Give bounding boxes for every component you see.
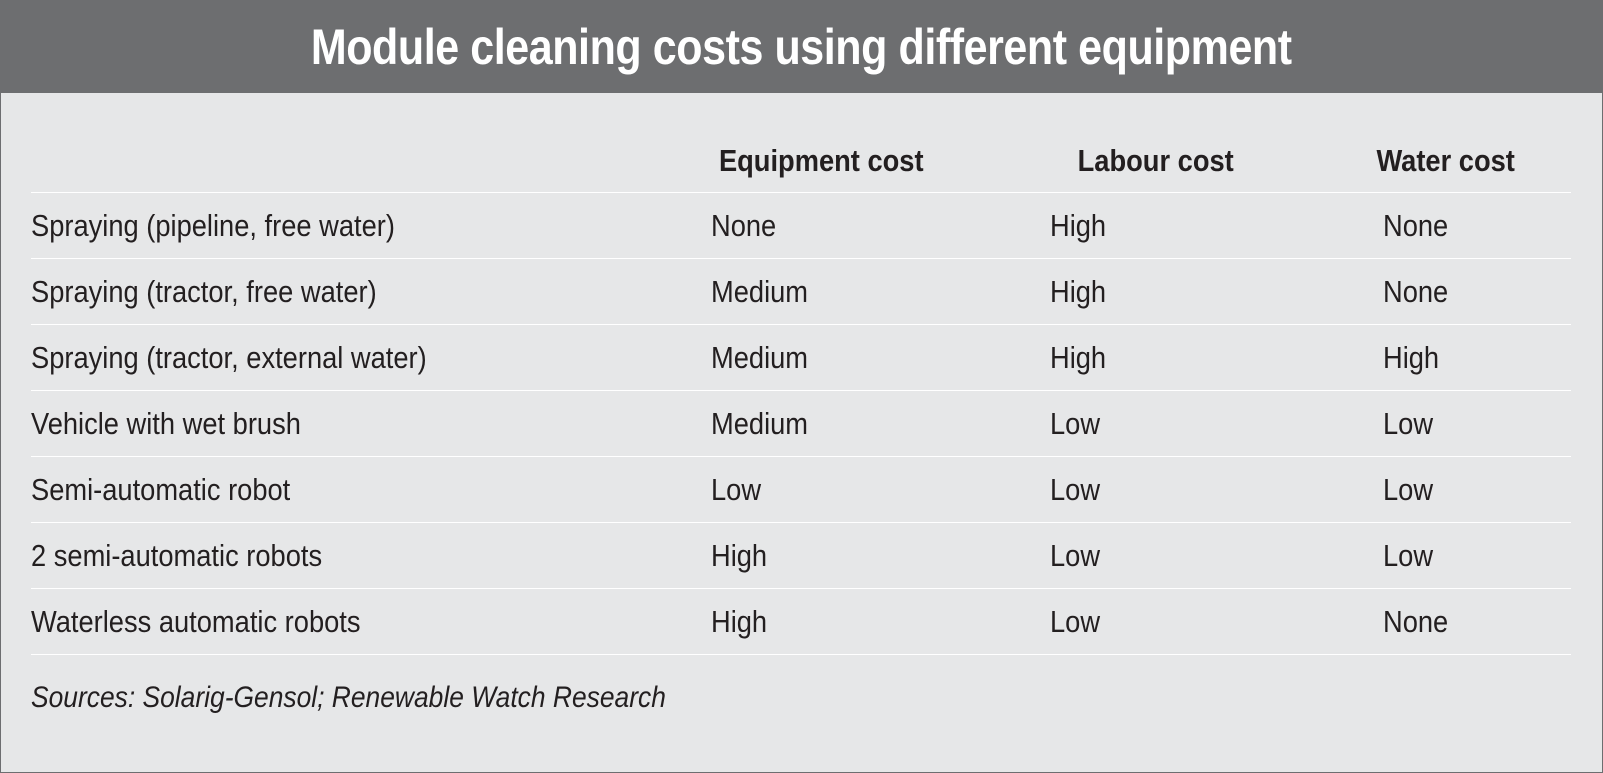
labour-cost-cell: High	[991, 258, 1321, 325]
labour-cost-cell: Low	[991, 522, 1321, 589]
equipment-cost-cell: Low	[651, 456, 991, 523]
equipment-cost-cell: High	[651, 588, 991, 655]
header-labour-cost: Labour cost	[991, 129, 1321, 193]
equipment-cost-cell: Medium	[651, 258, 991, 325]
water-cost-cell: Low	[1321, 456, 1571, 523]
header-water-cost: Water cost	[1321, 129, 1571, 193]
row-label: Vehicle with wet brush	[31, 390, 651, 457]
labour-cost-cell: Low	[991, 456, 1321, 523]
labour-cost-cell: Low	[991, 588, 1321, 655]
table-row: Semi-automatic robot Low Low Low	[31, 456, 1571, 523]
equipment-cost-cell: None	[651, 192, 991, 259]
row-label: Spraying (pipeline, free water)	[31, 192, 651, 259]
water-cost-cell: None	[1321, 258, 1571, 325]
row-label: Semi-automatic robot	[31, 456, 651, 523]
row-label: Spraying (tractor, free water)	[31, 258, 651, 325]
water-cost-cell: High	[1321, 324, 1571, 391]
row-label: Spraying (tractor, external water)	[31, 324, 651, 391]
page-title: Module cleaning costs using different eq…	[311, 19, 1292, 75]
cost-table: Equipment cost Labour cost Water cost Sp…	[31, 129, 1571, 655]
table-row: Spraying (tractor, free water) Medium Hi…	[31, 258, 1571, 325]
header-equipment-cost: Equipment cost	[651, 129, 991, 193]
labour-cost-cell: High	[991, 324, 1321, 391]
row-label: 2 semi-automatic robots	[31, 522, 651, 589]
table-row: Spraying (tractor, external water) Mediu…	[31, 324, 1571, 391]
water-cost-cell: Low	[1321, 390, 1571, 457]
table-row: Vehicle with wet brush Medium Low Low	[31, 390, 1571, 457]
labour-cost-cell: Low	[991, 390, 1321, 457]
header-empty	[31, 129, 651, 193]
equipment-cost-cell: High	[651, 522, 991, 589]
source-note: Sources: Solarig-Gensol; Renewable Watch…	[31, 681, 666, 714]
labour-cost-cell: High	[991, 192, 1321, 259]
equipment-cost-cell: Medium	[651, 324, 991, 391]
table-row: Waterless automatic robots High Low None	[31, 588, 1571, 655]
table-row: Spraying (pipeline, free water) None Hig…	[31, 192, 1571, 259]
table-row: 2 semi-automatic robots High Low Low	[31, 522, 1571, 589]
row-label: Waterless automatic robots	[31, 588, 651, 655]
water-cost-cell: Low	[1321, 522, 1571, 589]
water-cost-cell: None	[1321, 588, 1571, 655]
title-bar: Module cleaning costs using different eq…	[1, 1, 1602, 93]
table-header-row: Equipment cost Labour cost Water cost	[31, 129, 1571, 193]
water-cost-cell: None	[1321, 192, 1571, 259]
equipment-cost-cell: Medium	[651, 390, 991, 457]
